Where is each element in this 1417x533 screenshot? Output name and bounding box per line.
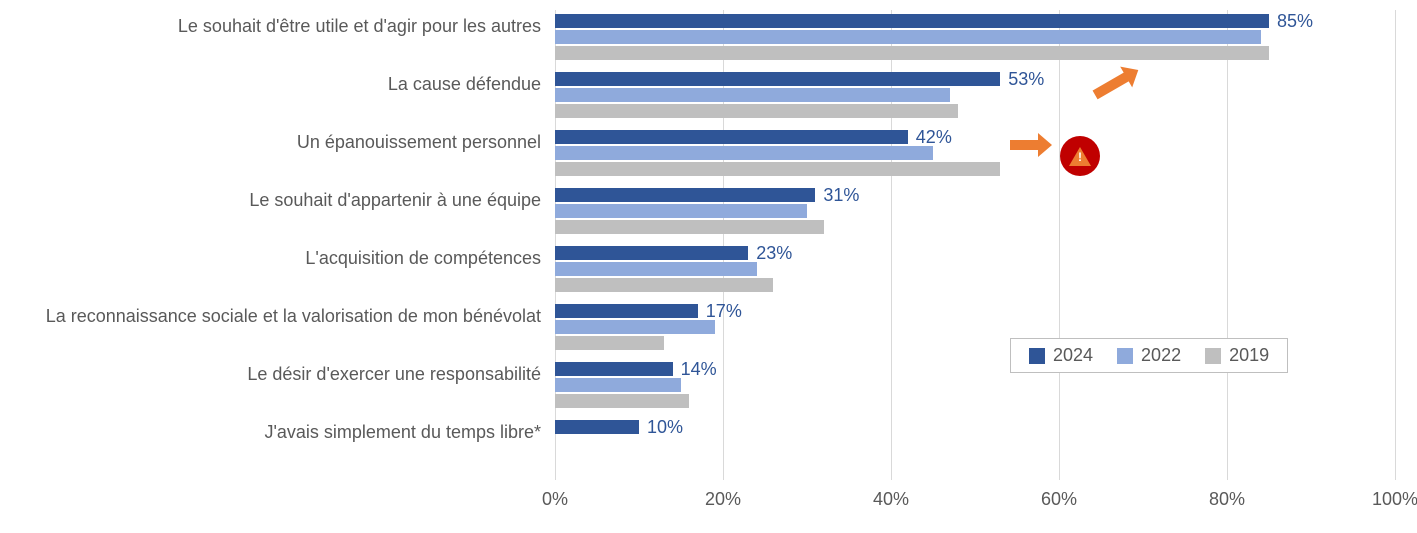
warning-badge-icon bbox=[1060, 136, 1100, 176]
annotations-overlay bbox=[0, 0, 1417, 533]
warning-triangle-icon bbox=[1069, 147, 1091, 166]
trend-arrow-icon bbox=[1088, 47, 1164, 108]
motivations-bar-chart: 0%20%40%60%80%100%Le souhait d'être util… bbox=[0, 0, 1417, 533]
